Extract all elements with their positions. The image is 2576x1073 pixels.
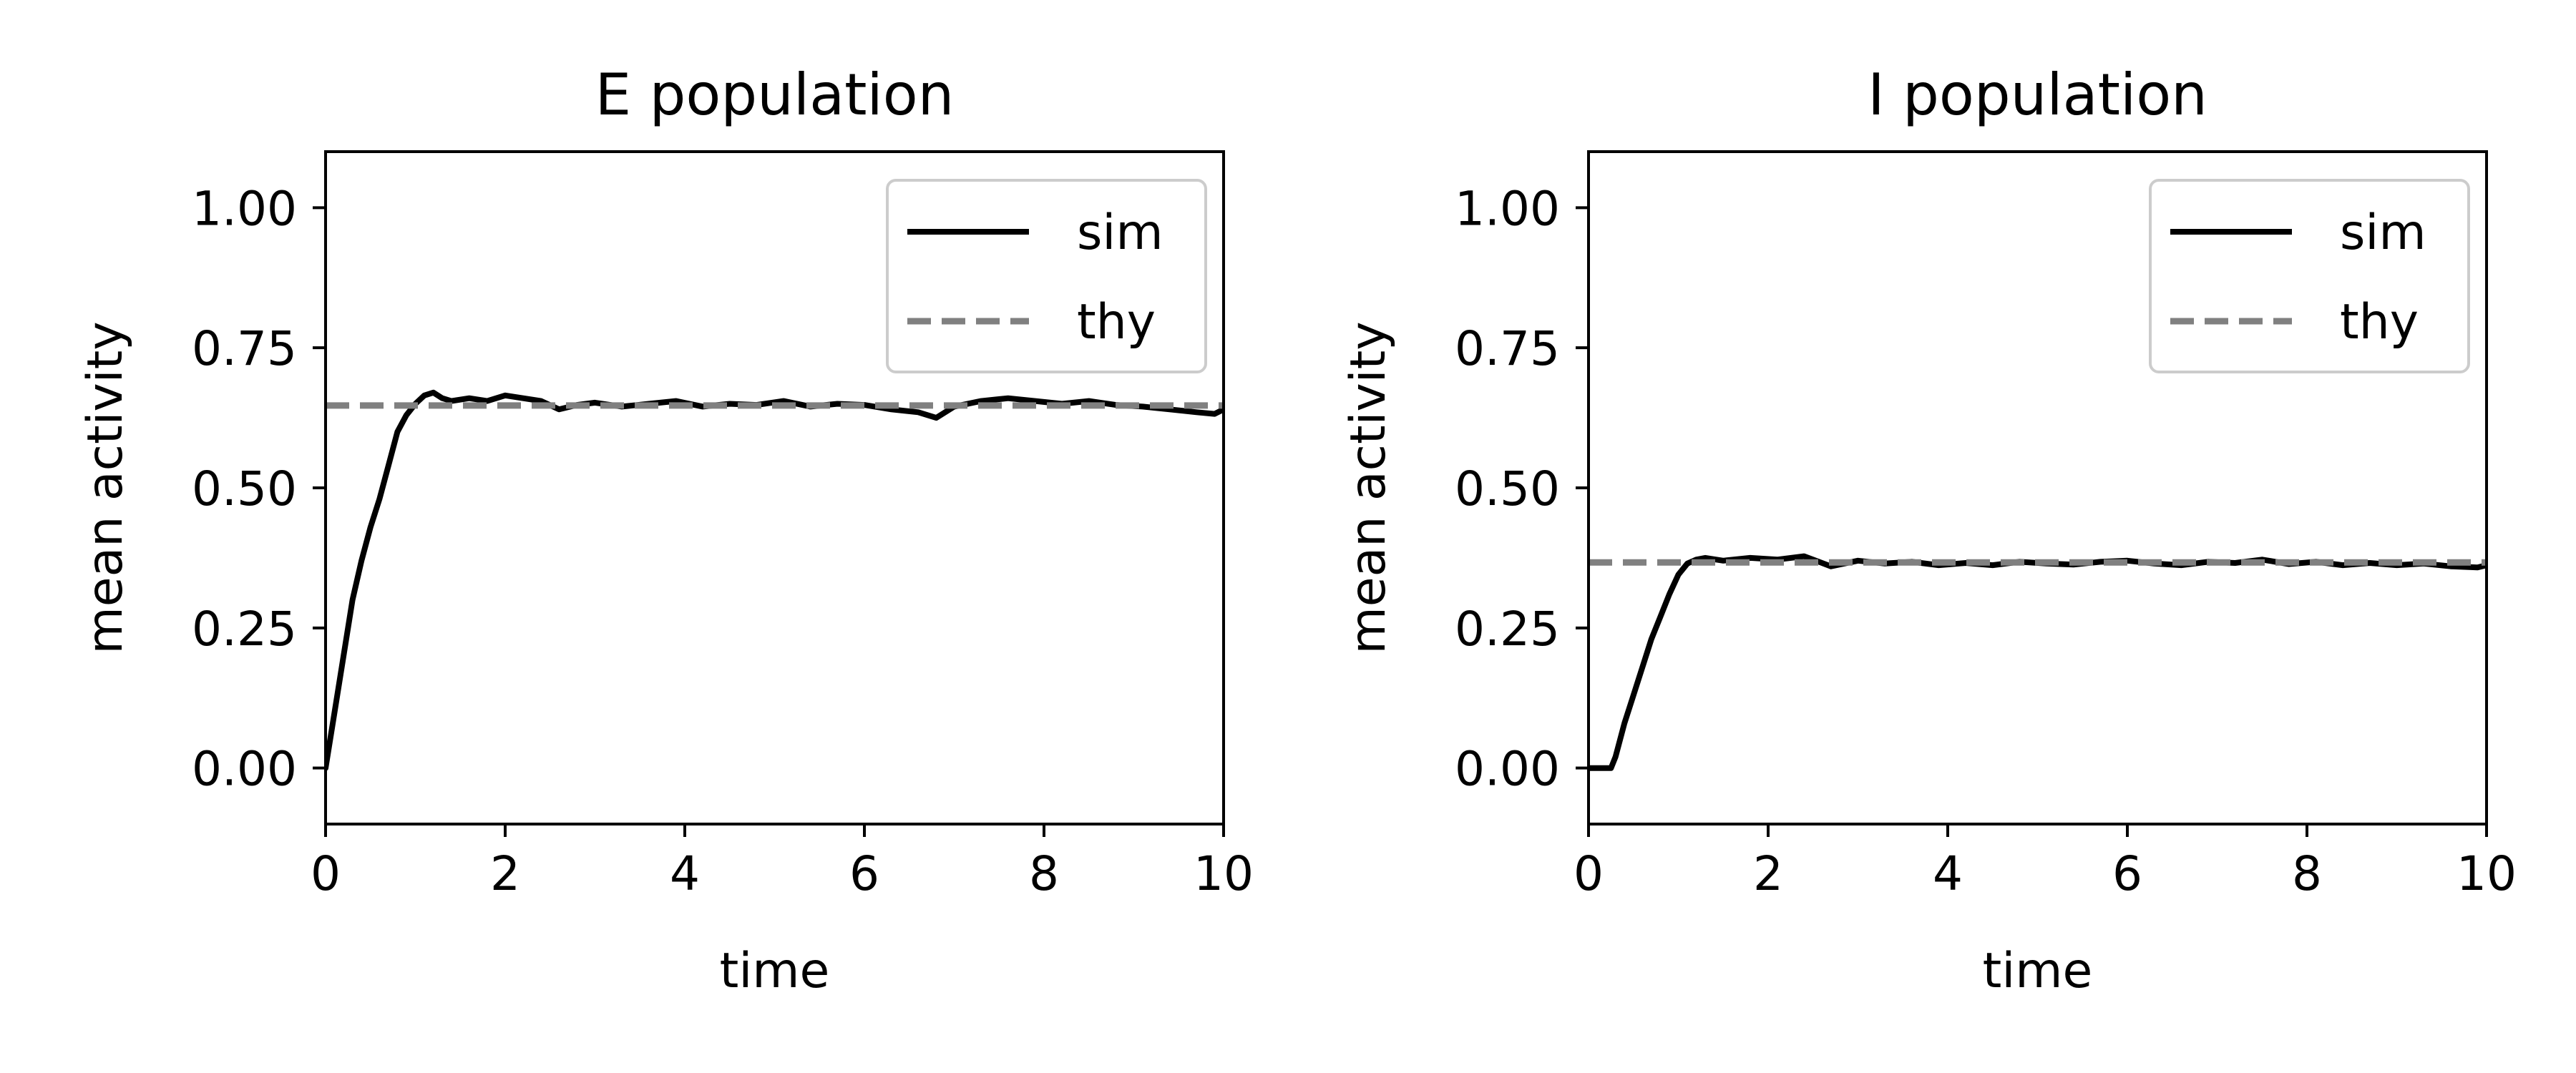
y-tick-label: 1.00 xyxy=(192,181,297,236)
y-tick-label: 1.00 xyxy=(1455,181,1560,236)
y-tick-label: 0.00 xyxy=(192,742,297,797)
x-tick-label: 2 xyxy=(1753,846,1783,901)
legend-label-thy: thy xyxy=(1077,294,1156,351)
y-axis-label: mean activity xyxy=(1340,321,1397,654)
series-line-sim xyxy=(326,389,1224,771)
x-tick-label: 4 xyxy=(1933,846,1963,901)
legend-box xyxy=(2149,179,2470,373)
series-group xyxy=(1589,553,2487,771)
legend-label-thy: thy xyxy=(2340,294,2419,351)
x-tick-label: 0 xyxy=(311,846,341,901)
y-tick-label: 0.50 xyxy=(192,461,297,516)
legend: sim thy xyxy=(2149,179,2470,373)
x-tick-label: 8 xyxy=(1029,846,1059,901)
chart-title: E population xyxy=(595,62,955,128)
y-axis-label: mean activity xyxy=(77,321,134,654)
series-group xyxy=(326,389,1224,771)
x-tick-label: 2 xyxy=(490,846,520,901)
x-tick-label: 6 xyxy=(2112,846,2142,901)
y-tick-label: 0.25 xyxy=(1455,602,1560,657)
x-tick-label: 0 xyxy=(1574,846,1604,901)
x-tick-label: 10 xyxy=(1194,846,1254,901)
chart-panel-e-population: 0 2 4 6 8 10 0.00 0.25 0.50 0.75 1.00 E population t… xyxy=(77,62,1254,999)
x-tick-label: 6 xyxy=(849,846,879,901)
series-line-sim xyxy=(1589,553,2487,771)
y-tick-label: 0.50 xyxy=(1455,461,1560,516)
chart-panel-i-population: 0 2 4 6 8 10 0.00 0.25 0.50 0.75 1.00 I population t… xyxy=(1340,62,2517,999)
chart-title: I population xyxy=(1868,62,2207,128)
legend-box xyxy=(886,179,1207,373)
x-axis-label: time xyxy=(1983,943,2093,999)
legend: sim thy xyxy=(886,179,1207,373)
x-tick-label: 8 xyxy=(2292,846,2322,901)
x-tick-label: 10 xyxy=(2457,846,2517,901)
y-tick-label: 0.00 xyxy=(1455,742,1560,797)
x-axis-label: time xyxy=(720,943,830,999)
legend-label-sim: sim xyxy=(2340,205,2426,261)
y-tick-label: 0.25 xyxy=(192,602,297,657)
y-tick-label: 0.75 xyxy=(1455,321,1560,376)
y-tick-label: 0.75 xyxy=(192,321,297,376)
x-tick-label: 4 xyxy=(670,846,700,901)
legend-label-sim: sim xyxy=(1077,205,1163,261)
